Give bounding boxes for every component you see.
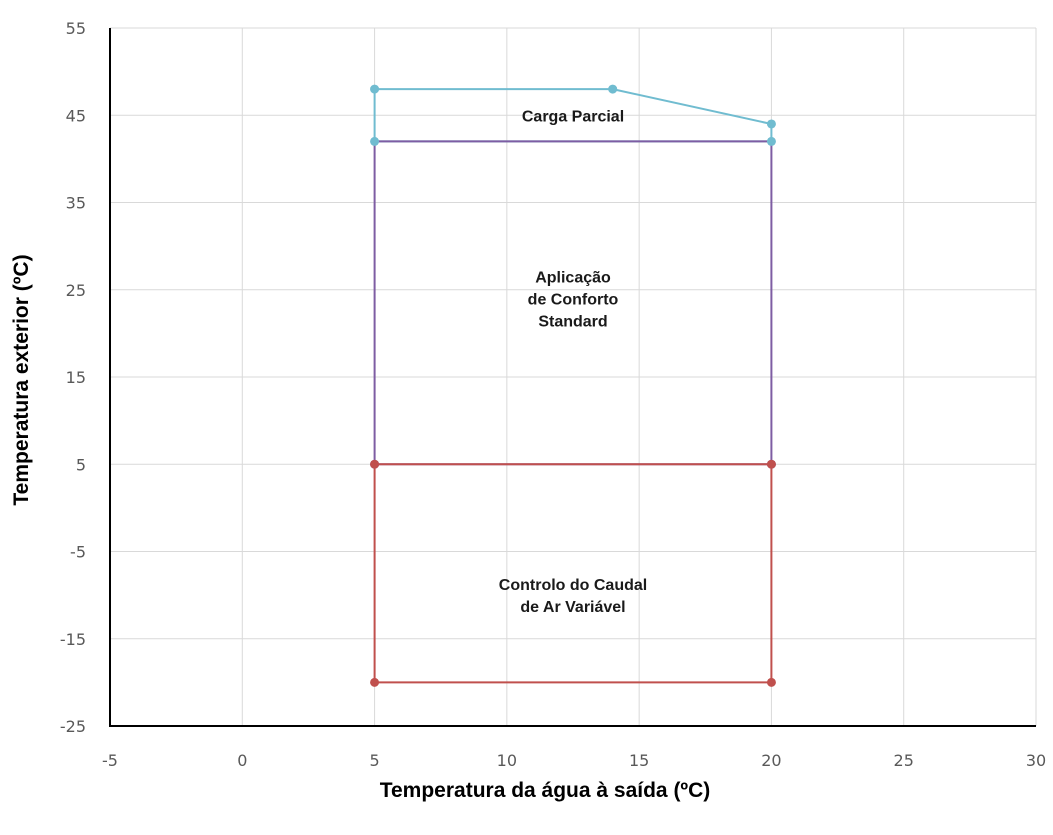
- region-label-2: Controlo do Caudal de Ar Variável: [499, 577, 647, 616]
- y-tick-label: -5: [70, 543, 86, 562]
- x-tick-label: -5: [102, 751, 118, 770]
- x-tick-label: 10: [497, 751, 517, 770]
- y-tick-label: 35: [66, 194, 86, 213]
- series-point-2: [766, 459, 776, 469]
- y-tick-label: 25: [66, 281, 86, 300]
- y-axis-title: Temperatura exterior (ºC): [10, 254, 33, 505]
- series-point-2: [370, 677, 380, 687]
- series: [370, 84, 776, 687]
- series-point-0: [766, 119, 776, 129]
- series-point-0: [370, 84, 380, 94]
- grid: [110, 27, 1037, 726]
- series-point-0: [370, 136, 380, 146]
- region-label-0: Carga Parcial: [522, 108, 624, 125]
- x-tick-label: 30: [1026, 751, 1046, 770]
- series-point-2: [766, 677, 776, 687]
- x-tick-label: 25: [894, 751, 914, 770]
- x-tick-label: 5: [369, 751, 379, 770]
- series-point-0: [608, 84, 618, 94]
- y-tick-label: 55: [66, 19, 86, 38]
- series-point-0: [766, 136, 776, 146]
- y-tick-label: -15: [60, 630, 86, 649]
- region-label-1: Aplicação de Conforto Standard: [528, 269, 619, 330]
- axes: [109, 28, 1036, 727]
- x-axis-title: Temperatura da água à saída (ºC): [380, 779, 711, 802]
- region-labels: Carga Parcial Aplicação de Conforto Standar…: [499, 108, 647, 616]
- x-tick-label: 15: [629, 751, 649, 770]
- y-tick-label: 15: [66, 368, 86, 387]
- x-tick-label: 20: [761, 751, 781, 770]
- y-tick-label: 45: [66, 106, 86, 125]
- y-tick-label: 5: [76, 455, 86, 474]
- series-point-2: [370, 459, 380, 469]
- x-tick-label: 0: [237, 751, 247, 770]
- y-tick-label: -25: [60, 717, 86, 736]
- series-line-2: [373, 463, 773, 684]
- tick-labels: -5 0 5 10 15 20 25 30 -25 -15 -5 5 15 25 35 45 55: [60, 19, 1046, 770]
